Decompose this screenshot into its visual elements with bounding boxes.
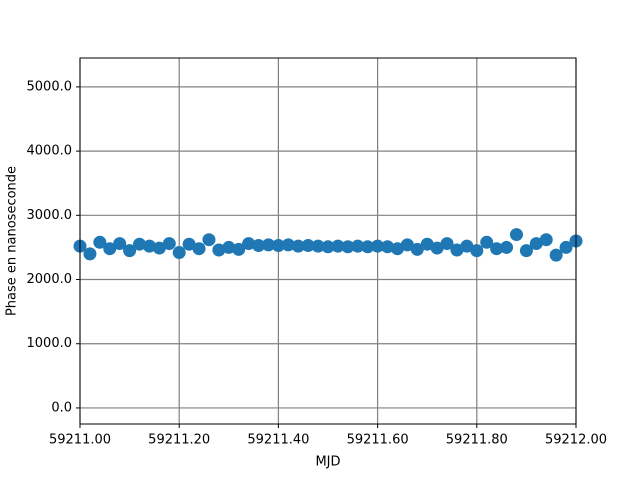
point [162,237,176,251]
y-tick-label: 5000.0 [27,79,73,94]
point [152,241,166,255]
point [212,243,226,257]
point [361,240,375,254]
point [460,239,474,253]
y-tick-label: 4000.0 [27,144,73,159]
y-tick-label: 0.0 [51,400,72,415]
point [410,242,424,256]
point [321,240,335,254]
point [133,237,147,251]
point [202,233,216,247]
point [490,242,504,256]
point [500,240,514,254]
x-tick-label: 59211.00 [49,433,111,448]
point [232,242,246,256]
x-tick-label: 59211.80 [446,433,508,448]
x-tick-label: 59211.60 [347,433,409,448]
x-tick-label: 59211.20 [148,433,210,448]
point [123,244,137,258]
point [519,244,533,258]
point [83,247,97,261]
point [559,240,573,254]
point [331,239,345,253]
point [222,240,236,254]
point [142,239,156,253]
point [549,248,563,262]
point [281,238,295,252]
point [430,241,444,255]
point [509,228,523,242]
point [291,239,305,253]
point [341,240,355,254]
x-tick-label: 59211.40 [247,433,309,448]
point [480,235,494,249]
point [192,242,206,256]
point [301,238,315,252]
point [113,237,127,251]
point [371,239,385,253]
y-tick-label: 1000.0 [27,336,73,351]
y-tick-label: 3000.0 [27,208,73,223]
point [93,235,107,249]
point [440,237,454,251]
point [529,237,543,251]
point [390,242,404,256]
y-tick-label: 2000.0 [27,272,73,287]
point [172,246,186,260]
plot-frame [79,57,577,425]
point [311,239,325,253]
point [252,238,266,252]
point [103,242,117,256]
point [470,244,484,258]
point [182,237,196,251]
point [450,243,464,257]
y-axis-label: Phase en nanoseconde [5,166,20,316]
point [351,239,365,253]
point [242,237,256,251]
x-axis-label: MJD [315,455,340,470]
x-tick-label: 59212.00 [545,433,607,448]
point [381,240,395,254]
point [539,233,553,247]
point [400,238,414,252]
point [261,238,275,252]
point [420,237,434,251]
point [271,238,285,252]
